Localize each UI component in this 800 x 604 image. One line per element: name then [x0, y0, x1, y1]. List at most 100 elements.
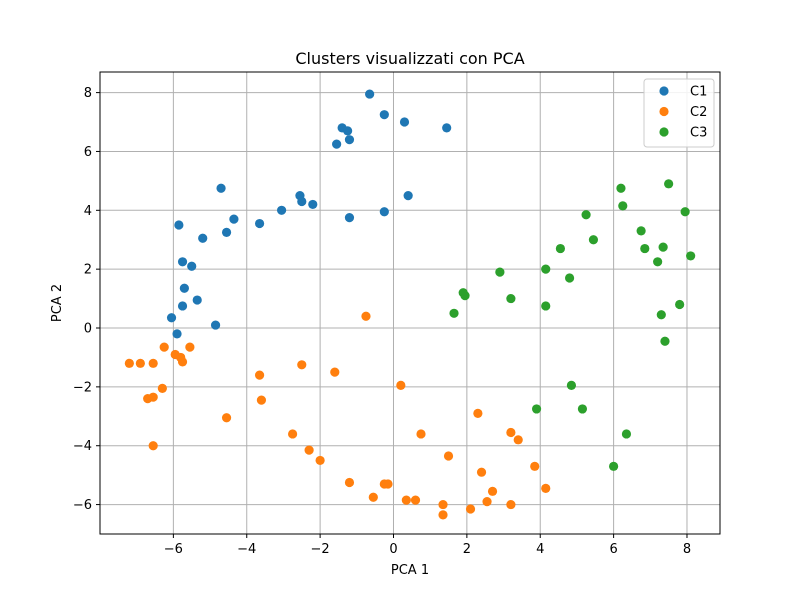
- y-tick-label: 8: [84, 86, 92, 101]
- point-c2: [256, 395, 267, 405]
- point-c1: [365, 89, 375, 99]
- y-tick-label: −4: [73, 439, 92, 454]
- point-c2: [315, 455, 325, 466]
- point-c2: [148, 358, 158, 368]
- point-c2: [465, 504, 476, 514]
- x-tick-label: 6: [609, 542, 617, 557]
- point-c3: [680, 207, 690, 217]
- point-c2: [513, 435, 523, 445]
- point-c1: [308, 199, 318, 210]
- point-c1: [332, 139, 342, 149]
- point-c2: [288, 429, 298, 439]
- point-c2: [177, 357, 188, 367]
- point-c3: [660, 336, 670, 346]
- point-c2: [401, 495, 411, 505]
- point-c1: [297, 196, 307, 207]
- point-c2: [157, 383, 167, 393]
- legend-label-c3: C3: [690, 126, 707, 141]
- grid: [100, 72, 720, 534]
- point-c1: [187, 261, 197, 271]
- plot-frame: [99, 71, 721, 535]
- point-c2: [476, 467, 487, 477]
- point-c3: [555, 243, 566, 254]
- point-c2: [148, 392, 158, 402]
- point-c3: [449, 308, 459, 318]
- point-c2: [344, 477, 355, 488]
- x-tick-label: 8: [683, 542, 691, 557]
- chart-title: Clusters visualizzati con PCA: [295, 49, 524, 68]
- point-c1: [172, 329, 182, 339]
- y-tick-label: 0: [84, 322, 92, 337]
- point-c1: [210, 320, 221, 330]
- point-c1: [344, 135, 355, 145]
- y-tick-label: 2: [84, 263, 92, 278]
- point-c3: [640, 243, 650, 254]
- point-c1: [379, 207, 389, 217]
- axis-ticks: −6 −4 −2 0 2 4 6 8 −6 −4 −2 0 2 4 6 8: [73, 86, 691, 557]
- point-c1: [177, 301, 188, 311]
- point-c3: [609, 461, 619, 471]
- point-c3: [564, 273, 575, 283]
- point-c2: [383, 479, 393, 489]
- point-c1: [177, 257, 188, 267]
- point-c2: [135, 358, 145, 368]
- point-c2: [368, 492, 378, 502]
- legend: C1 C2 C3: [643, 78, 715, 148]
- point-c2: [506, 427, 516, 438]
- data-points: [124, 89, 696, 520]
- point-c2: [541, 483, 551, 493]
- point-c1: [343, 126, 353, 136]
- point-c3: [541, 264, 551, 274]
- point-c3: [495, 267, 505, 277]
- x-axis-label: PCA 1: [391, 563, 429, 578]
- point-c2: [297, 360, 307, 370]
- point-c2: [254, 370, 265, 380]
- point-c3: [506, 293, 516, 304]
- point-c3: [686, 251, 696, 261]
- point-c1: [379, 110, 389, 120]
- x-tick-label: −6: [164, 542, 183, 557]
- y-tick-label: −6: [73, 498, 92, 513]
- point-c3: [664, 179, 674, 189]
- point-c1: [221, 227, 232, 237]
- point-c3: [566, 380, 577, 390]
- point-c1: [179, 283, 189, 293]
- legend-label-c2: C2: [690, 105, 707, 120]
- point-c3: [616, 183, 626, 193]
- point-c2: [330, 367, 340, 377]
- point-c3: [618, 201, 628, 211]
- point-c2: [443, 451, 454, 461]
- point-c1: [254, 218, 265, 229]
- point-c2: [410, 495, 421, 505]
- y-tick-label: 6: [84, 145, 92, 160]
- x-tick-label: −2: [311, 542, 330, 557]
- point-c2: [124, 358, 134, 368]
- legend-marker-c3: [659, 127, 669, 137]
- point-c2: [438, 510, 448, 520]
- point-c3: [581, 210, 591, 220]
- point-c2: [185, 342, 195, 352]
- point-c2: [473, 408, 483, 418]
- x-tick-label: −4: [237, 542, 256, 557]
- legend-marker-c2: [659, 106, 669, 117]
- point-c3: [636, 226, 646, 236]
- point-c2: [416, 429, 426, 439]
- point-c1: [403, 190, 413, 201]
- point-c2: [482, 497, 492, 507]
- point-c2: [159, 342, 169, 352]
- point-c2: [396, 380, 406, 390]
- x-tick-label: 4: [536, 542, 544, 557]
- point-c2: [506, 499, 516, 510]
- point-c1: [174, 220, 184, 230]
- x-tick-label: 2: [463, 542, 471, 557]
- point-c3: [460, 291, 470, 301]
- y-axis-label: PCA 2: [50, 284, 65, 322]
- point-c2: [148, 441, 158, 451]
- point-c1: [229, 214, 239, 224]
- point-c2: [530, 461, 540, 471]
- point-c3: [653, 257, 663, 267]
- point-c1: [399, 117, 410, 127]
- point-c1: [192, 295, 202, 305]
- y-tick-label: 4: [84, 204, 92, 219]
